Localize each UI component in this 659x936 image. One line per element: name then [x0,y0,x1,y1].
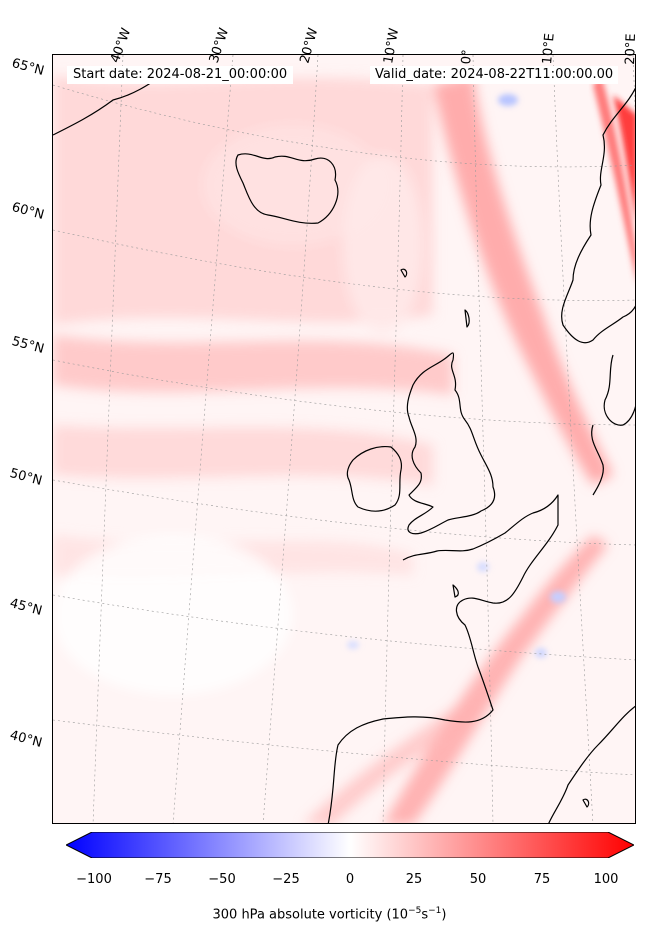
cb-tick: 75 [533,872,551,887]
negative-vorticity-spots [347,94,566,658]
lat-label-55n: 55°N [10,334,46,357]
map-panel [52,54,636,824]
great-britain [406,352,496,535]
denmark-coast [591,424,604,496]
iceland [235,153,339,224]
cb-tick: 0 [345,872,355,887]
lat-label-50n: 50°N [8,466,44,489]
vorticity-map [53,55,635,823]
cb-tick: −50 [208,872,236,887]
lat-label-65n: 65°N [10,56,46,79]
lat-label-40n: 40°N [8,728,44,751]
scandinavia-coast [603,354,635,426]
greenland-coast [53,74,164,136]
colorbar-gradient [66,832,634,858]
norway-coast [561,87,635,344]
colorbar-label: 300 hPa absolute vorticity (10−5s−1) [212,906,447,923]
coastlines [53,74,635,823]
lon-label-0: 0° [459,48,476,65]
graticule [53,55,635,823]
cb-tick: 50 [469,872,487,887]
cb-tick: −100 [76,872,112,887]
strong-vorticity-streak [593,75,635,276]
lat-label-45n: 45°N [8,596,44,619]
cb-tick: −75 [144,872,172,887]
lon-label-10e: 10°E [540,32,558,65]
mediterranean-coast [548,705,635,823]
ireland [346,445,403,512]
lat-label-60n: 60°N [10,200,46,223]
cb-tick: 25 [405,872,423,887]
cb-tick: 100 [593,872,619,887]
start-date-label: Start date: 2024-08-21_00:00:00 [67,66,294,84]
valid-date-label: Valid_date: 2024-08-22T11:00:00.00 [370,66,619,84]
lon-label-20e: 20°E [623,33,640,65]
mainland-coast [327,494,559,823]
colorbar [66,832,634,858]
cb-tick: −25 [272,872,300,887]
